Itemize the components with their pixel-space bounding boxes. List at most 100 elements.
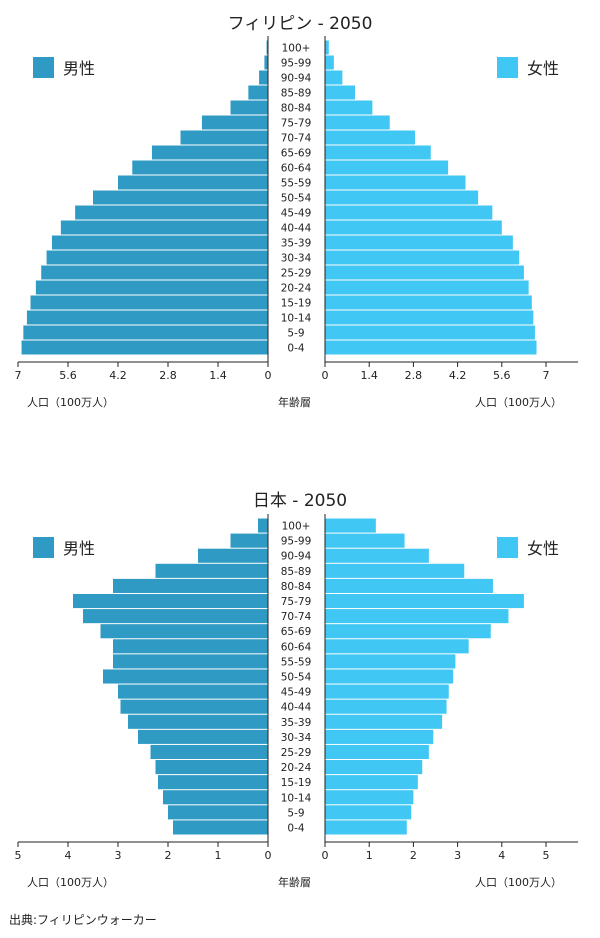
male-bar (26, 310, 268, 325)
female-bar (325, 235, 513, 250)
female-bar (325, 609, 509, 624)
male-bar (60, 220, 268, 235)
female-tick-label: 5.6 (493, 369, 511, 382)
female-bar (325, 533, 405, 548)
age-group-label: 25-29 (281, 268, 312, 280)
female-bar (325, 340, 537, 355)
male-tick-label: 1 (215, 849, 222, 862)
age-group-label: 75-79 (281, 596, 312, 608)
age-group-label: 5-9 (287, 328, 304, 340)
age-group-label: 85-89 (281, 88, 312, 100)
age-group-label: 75-79 (281, 118, 312, 130)
female-bar (325, 699, 447, 714)
male-bar (35, 280, 268, 295)
female-bar (325, 684, 449, 699)
male-bar (113, 654, 268, 669)
female-bar (325, 548, 429, 563)
age-group-label: 80-84 (281, 103, 312, 115)
female-tick-label: 0 (322, 369, 329, 382)
male-bar (113, 639, 268, 654)
female-bar (325, 639, 469, 654)
male-bar (41, 265, 268, 280)
male-bar (120, 699, 268, 714)
male-bar (75, 205, 269, 220)
age-group-label: 10-14 (281, 313, 312, 325)
age-group-label: 20-24 (281, 283, 312, 295)
female-tick-label: 4 (498, 849, 505, 862)
female-bar (325, 744, 429, 760)
age-group-label: 100+ (282, 521, 311, 533)
age-group-label: 20-24 (281, 762, 312, 774)
male-bar (113, 578, 268, 593)
female-bar (325, 250, 520, 265)
age-group-label: 100+ (282, 43, 311, 55)
female-bar (325, 775, 418, 790)
age-group-label: 90-94 (281, 551, 312, 563)
male-bar (230, 100, 268, 115)
male-bar (118, 684, 268, 699)
age-group-label: 40-44 (281, 702, 312, 714)
age-group-label: 15-19 (281, 777, 312, 789)
male-tick-label: 4.2 (109, 369, 127, 382)
female-bar (325, 624, 491, 639)
female-bar (325, 563, 465, 578)
male-bar (23, 325, 268, 340)
female-bar (325, 518, 376, 533)
legend-female-label: 女性 (527, 59, 560, 78)
female-tick-label: 2 (410, 849, 417, 862)
male-tick-label: 2 (165, 849, 172, 862)
female-bar (325, 714, 443, 729)
age-group-label: 10-14 (281, 792, 312, 804)
female-bar (325, 100, 373, 115)
male-bar (46, 250, 269, 265)
female-bar (325, 205, 493, 220)
age-group-label: 70-74 (281, 133, 312, 145)
male-bar (30, 295, 268, 310)
male-bar (151, 145, 268, 160)
age-group-label: 25-29 (281, 747, 312, 759)
age-group-label: 0-4 (287, 822, 304, 834)
male-tick-label: 5.6 (59, 369, 77, 382)
female-bar (325, 40, 329, 55)
age-group-label: 45-49 (281, 208, 312, 220)
female-axis-unit-label: 人口（100万人） (475, 876, 562, 889)
male-bar (158, 775, 268, 790)
male-bar (128, 714, 268, 729)
age-group-label: 35-39 (281, 717, 312, 729)
age-group-label: 30-34 (281, 732, 312, 744)
age-group-label: 35-39 (281, 238, 312, 250)
age-group-label: 95-99 (281, 536, 312, 548)
age-group-label: 65-69 (281, 148, 312, 160)
male-axis-unit-label: 人口（100万人） (27, 396, 114, 409)
female-bar (325, 729, 434, 744)
female-bar (325, 70, 343, 85)
female-bar (325, 160, 449, 175)
legend-male: 男性 (33, 55, 95, 79)
legend-male: 男性 (33, 535, 95, 559)
female-bar (325, 654, 456, 669)
male-bar (73, 593, 268, 609)
legend-female: 女性 (497, 535, 559, 559)
female-tick-label: 0 (322, 849, 329, 862)
female-tick-label: 3 (454, 849, 461, 862)
male-swatch (33, 536, 54, 558)
age-group-label: 90-94 (281, 73, 312, 85)
male-swatch (33, 56, 54, 78)
male-bar (201, 115, 268, 130)
male-bar (266, 40, 268, 55)
male-tick-label: 2.8 (159, 369, 177, 382)
female-tick-label: 5 (543, 849, 550, 862)
male-tick-label: 5 (15, 849, 22, 862)
female-axis-unit-label: 人口（100万人） (475, 396, 562, 409)
age-group-label: 60-64 (281, 641, 312, 653)
male-bar (198, 548, 268, 563)
male-bar (51, 235, 268, 250)
female-bar (325, 265, 524, 280)
age-group-label: 85-89 (281, 566, 312, 578)
age-group-label: 50-54 (281, 672, 312, 684)
female-bar (325, 190, 479, 205)
legend-male-label: 男性 (63, 539, 96, 558)
male-bar (150, 744, 268, 760)
chart-title: 日本 - 2050 (252, 491, 348, 511)
female-bar (325, 295, 532, 310)
